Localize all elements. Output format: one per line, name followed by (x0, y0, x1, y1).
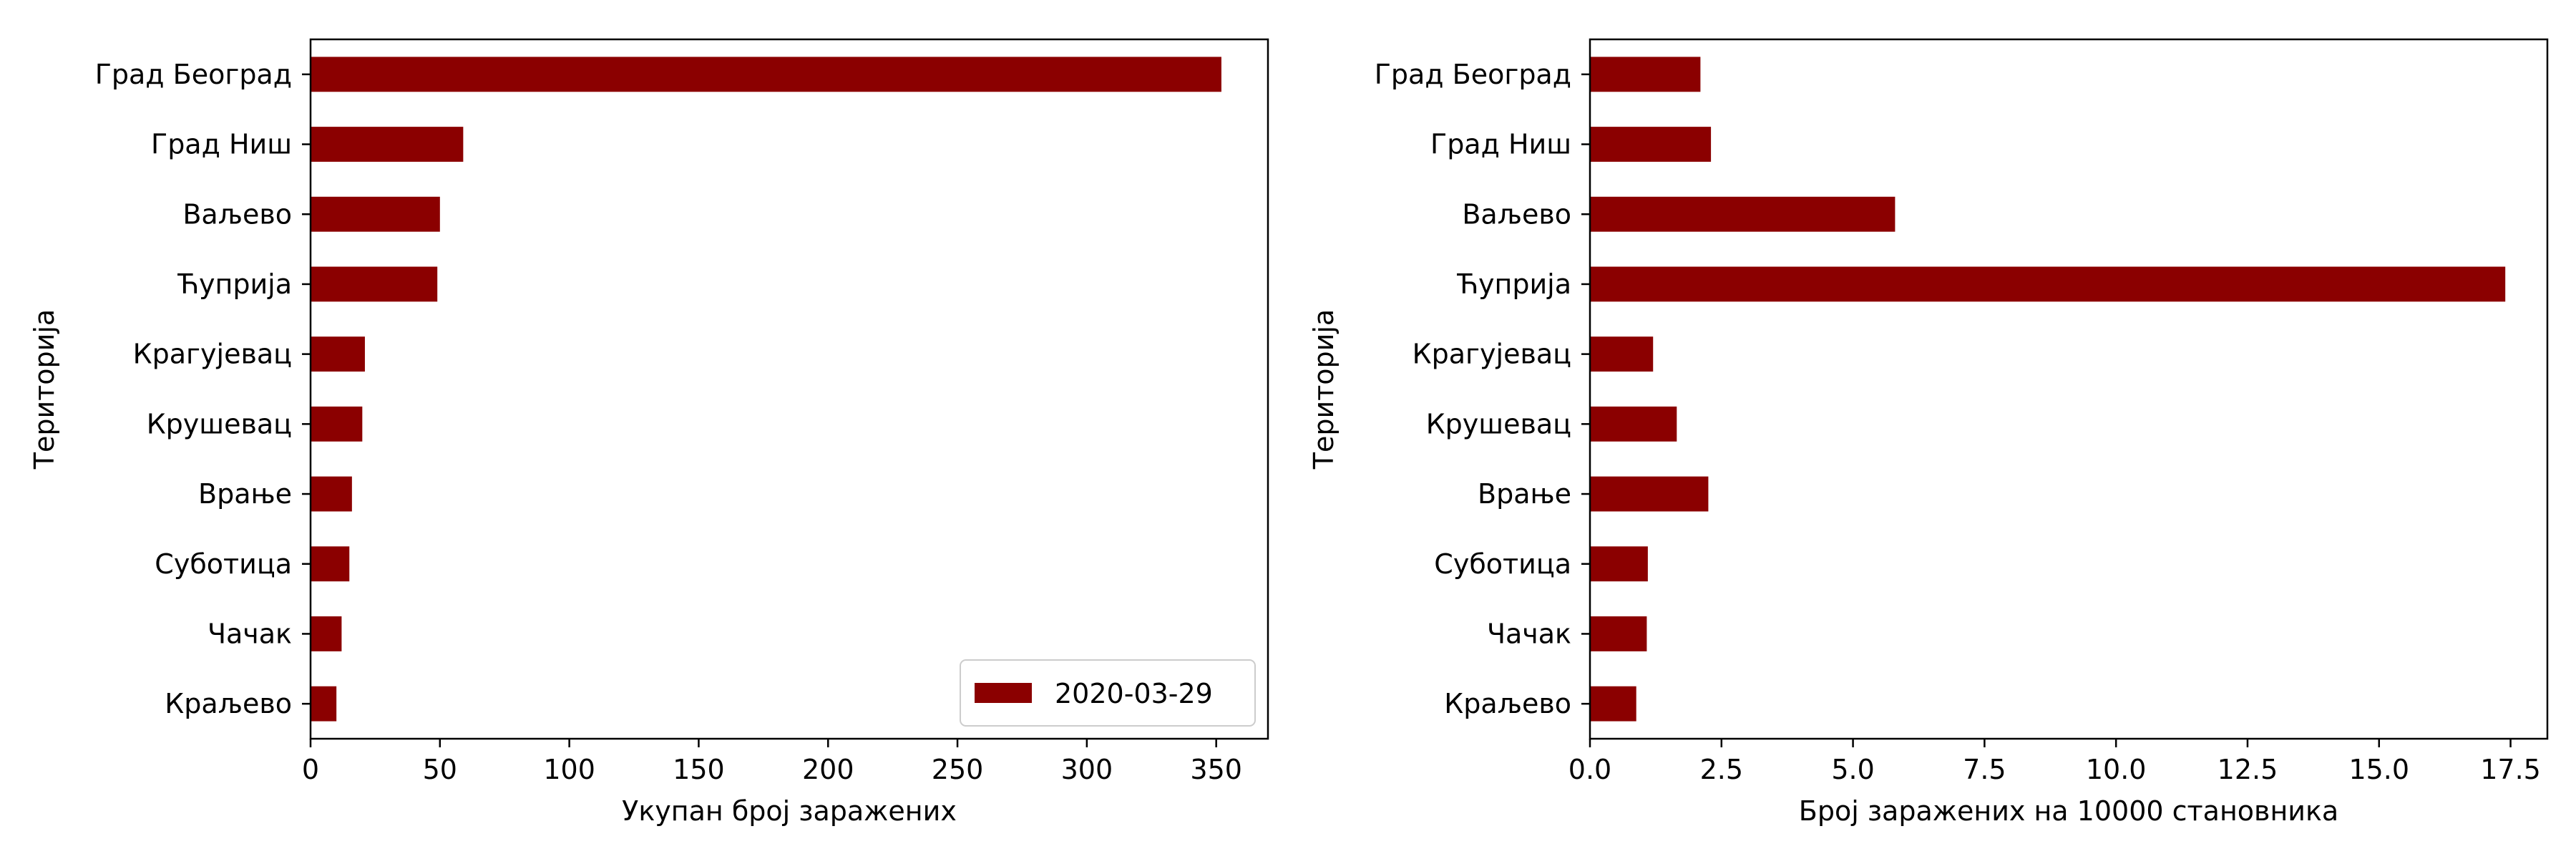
bar-7 (1590, 476, 1709, 512)
legend-label: 2020-03-29 (1055, 678, 1213, 709)
bar-4 (311, 266, 438, 302)
bar-5 (1590, 336, 1654, 372)
y-tick-label-1: Град Београд (95, 59, 292, 90)
bar-8 (1590, 546, 1648, 582)
x-tick-label-2: 2.5 (1700, 754, 1743, 785)
x-tick-label-3: 100 (543, 754, 595, 785)
bar-6 (1590, 406, 1677, 442)
bar-3 (1590, 196, 1896, 232)
y-tick-label-3: Ваљево (1462, 198, 1571, 230)
y-tick-label-2: Град Ниш (151, 129, 292, 160)
x-axis-label: Број заражених на 10000 становника (1799, 795, 2338, 827)
y-axis-label: Територија (1308, 309, 1340, 470)
x-tick-label-1: 0.0 (1568, 754, 1611, 785)
bar-2 (311, 127, 464, 162)
chart-total-infected: Град Београд Град Ниш Ваљево Ћуприја Крагује… (29, 38, 1269, 827)
x-tick-label-4: 7.5 (1963, 754, 2006, 785)
x-tick-label-5: 200 (802, 754, 854, 785)
bar-10 (1590, 686, 1636, 722)
bar-6 (311, 406, 363, 442)
y-tick-label-8: Суботица (1434, 548, 1571, 580)
legend: 2020-03-29 (960, 659, 1256, 727)
y-tick-label-4: Ћуприја (177, 268, 292, 300)
x-tick-label-2: 50 (423, 754, 457, 785)
y-axis-label: Територија (29, 309, 60, 470)
y-tick-label-5: Крагујевац (133, 339, 292, 370)
bar-1 (311, 57, 1221, 92)
y-tick-label-9: Чачак (1487, 618, 1571, 649)
bar-8 (311, 546, 350, 582)
x-axis-label: Укупан број заражених (622, 795, 957, 827)
x-tick-label-6: 12.5 (2218, 754, 2278, 785)
y-tick-label-2: Град Ниш (1430, 129, 1571, 160)
x-tick-label-3: 5.0 (1831, 754, 1874, 785)
y-tick-label-6: Крушевац (1426, 408, 1571, 440)
y-tick-label-10: Краљево (1444, 688, 1571, 719)
y-tick-label-1: Град Београд (1375, 59, 1571, 90)
y-tick-label-10: Краљево (165, 688, 292, 719)
chart-infected-per-10000: Град Београд Град Ниш Ваљево Ћуприја Крагује… (1308, 38, 2549, 827)
bar-10 (311, 686, 337, 722)
x-tick-label-8: 17.5 (2480, 754, 2541, 785)
bar-9 (311, 616, 342, 651)
y-tick-label-6: Крушевац (147, 408, 292, 440)
plot-frame (1589, 38, 2549, 740)
x-tick-label-7: 300 (1061, 754, 1113, 785)
y-tick-label-5: Крагујевац (1413, 339, 1571, 370)
bar-3 (311, 196, 440, 232)
plot-frame (309, 38, 1269, 740)
legend-swatch (975, 683, 1032, 703)
x-tick-label-7: 15.0 (2348, 754, 2409, 785)
x-tick-label-6: 250 (932, 754, 984, 785)
legend-box (960, 659, 1256, 727)
y-tick-label-7: Врање (1478, 478, 1571, 510)
y-tick-label-8: Суботица (155, 548, 292, 580)
x-tick-label-5: 10.0 (2086, 754, 2147, 785)
x-tick-label-4: 150 (673, 754, 725, 785)
bar-1 (1590, 57, 1701, 92)
bar-9 (1590, 616, 1647, 651)
x-tick-label-8: 350 (1190, 754, 1242, 785)
y-tick-label-4: Ћуприја (1456, 268, 1571, 300)
bar-5 (311, 336, 365, 372)
x-tick-label-1: 0 (302, 754, 319, 785)
bar-4 (1590, 266, 2506, 302)
bar-7 (311, 476, 352, 512)
y-tick-label-9: Чачак (208, 618, 292, 649)
y-tick-label-7: Врање (198, 478, 292, 510)
y-tick-label-3: Ваљево (182, 198, 292, 230)
bar-2 (1590, 127, 1712, 162)
